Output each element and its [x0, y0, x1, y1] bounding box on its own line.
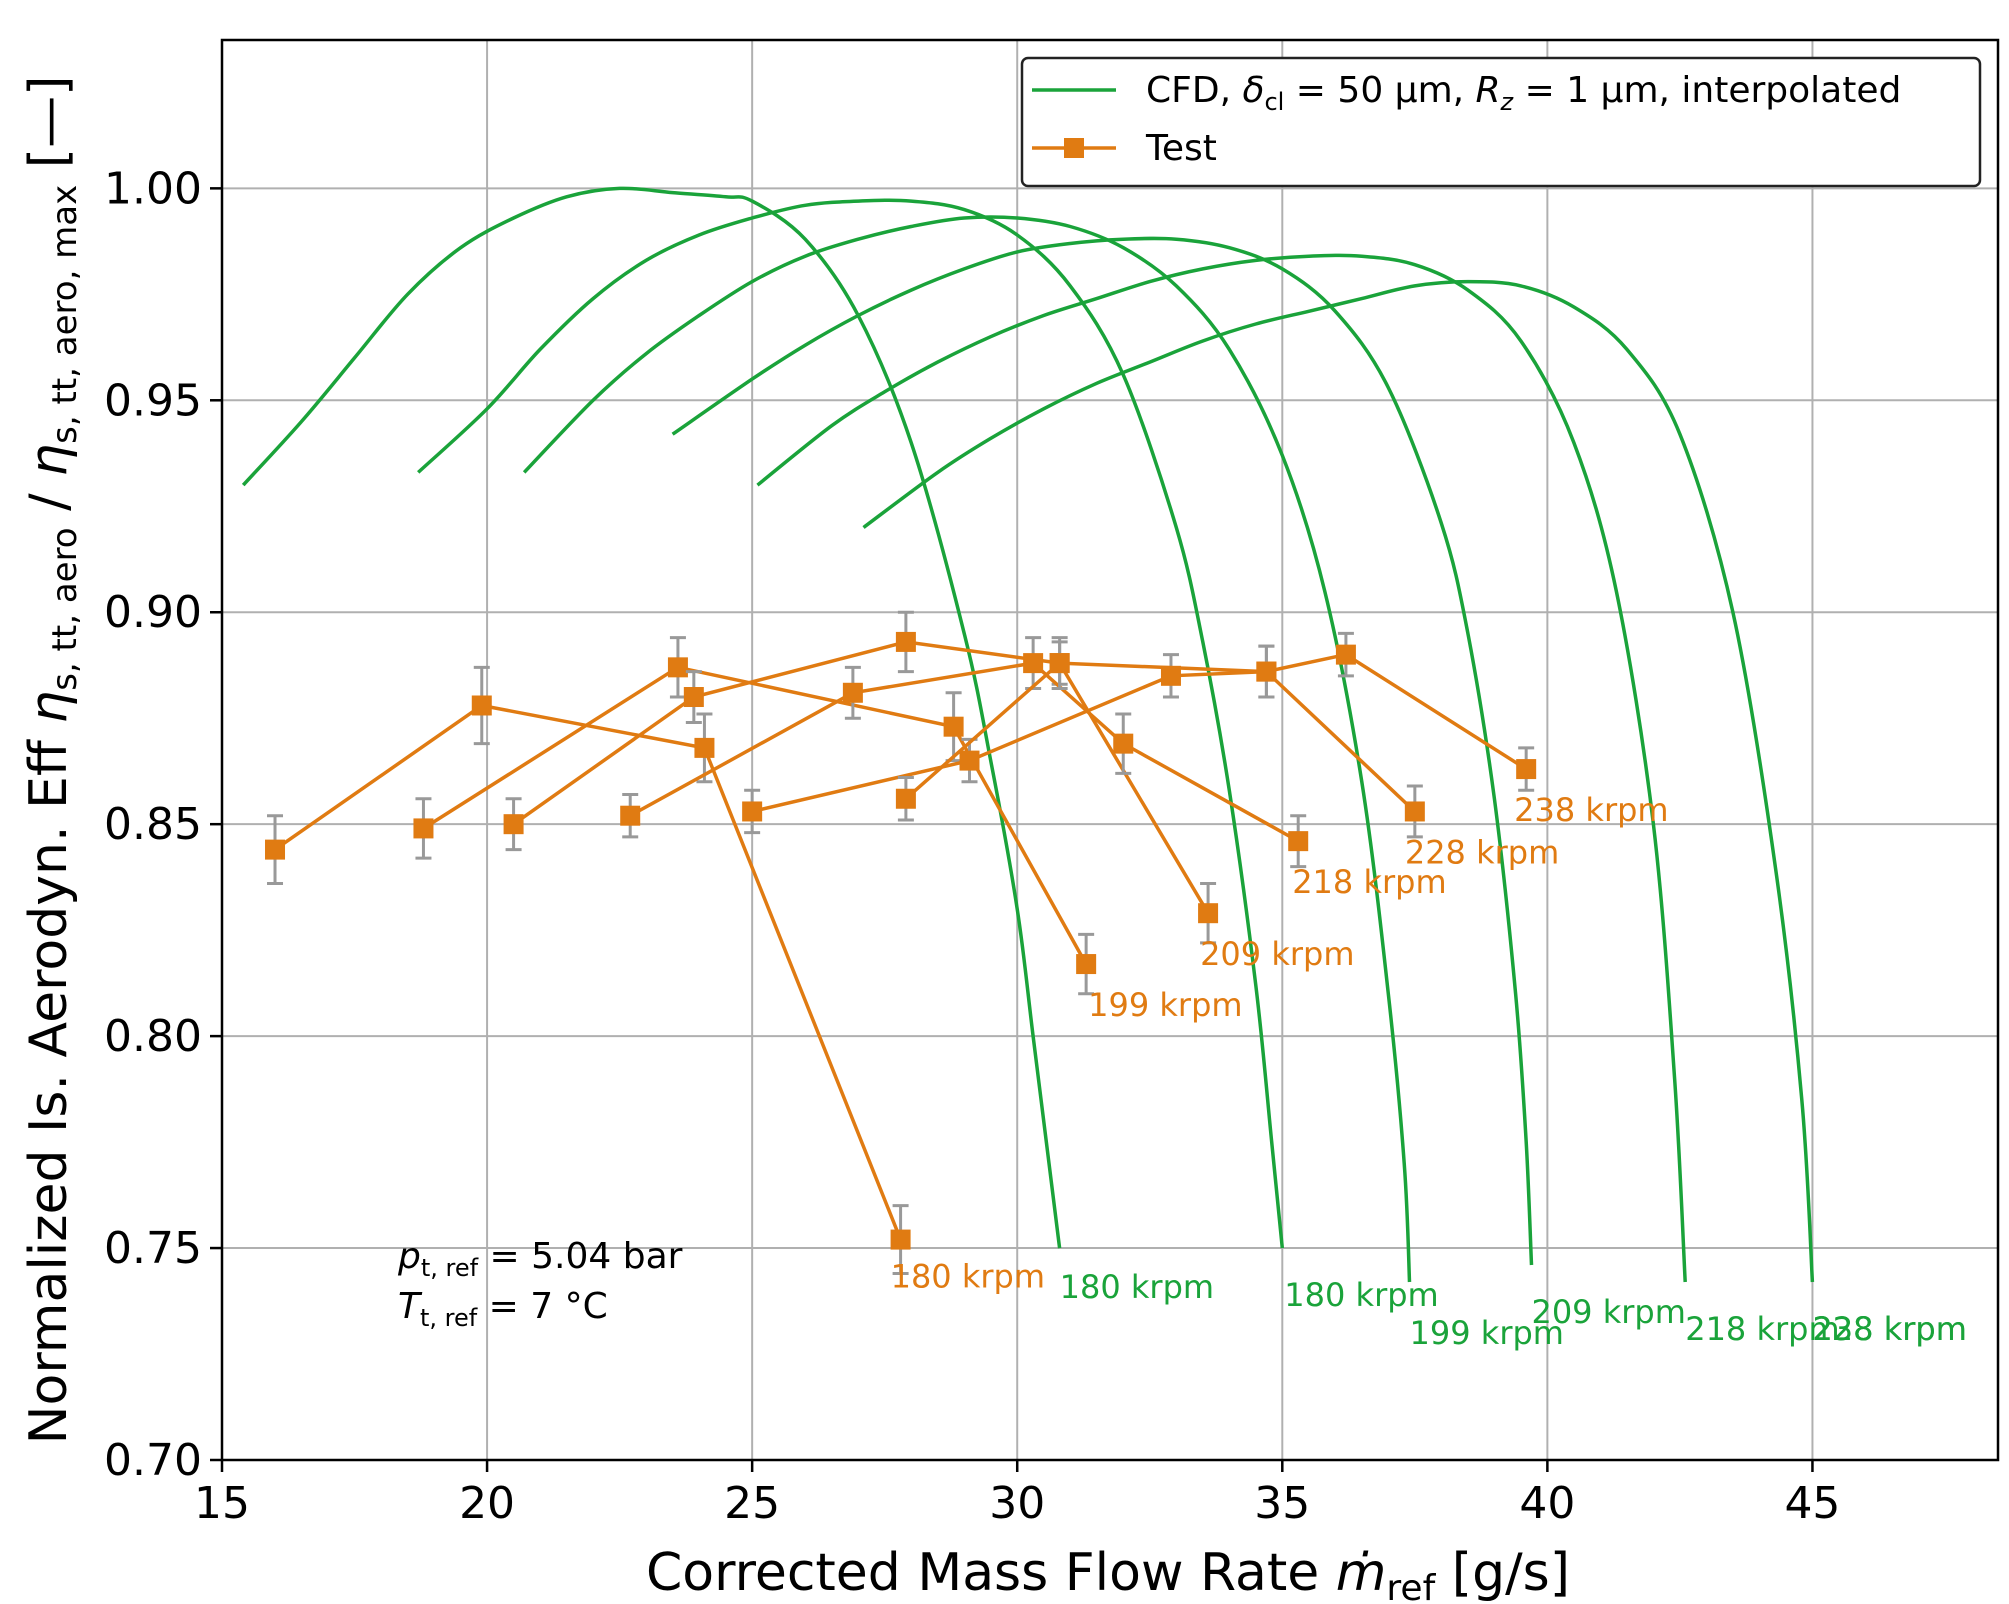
test-point	[1404, 801, 1425, 822]
test-point	[943, 716, 964, 737]
test-point	[890, 1229, 911, 1250]
cfd-label-extra: 238 krpm	[1812, 1310, 1966, 1348]
legend-test-marker	[1064, 138, 1084, 158]
test-point	[667, 657, 688, 678]
x-tick-label: 15	[194, 1478, 250, 1529]
test-line-238-krpm	[904, 652, 1528, 801]
cfd-label: 228 krpm	[1812, 1310, 1966, 1348]
test-point	[1076, 954, 1097, 975]
cfd-curve-209-krpm	[522, 215, 1412, 1283]
test-label: 238 krpm	[1514, 791, 1668, 829]
axis-ticks: 15 20 25 30 35 40 45 0.70 0.75 0.80 0.85 0.90 0.95 1.…	[104, 163, 1840, 1529]
test-point	[694, 737, 715, 758]
test-point	[413, 818, 434, 839]
legend: CFD, δcl = 50 μm, Rz = 1 μm, interpolate…	[1020, 56, 1982, 188]
cfd-series-group	[241, 186, 1815, 1283]
test-point	[1335, 644, 1356, 665]
x-tick-label: 25	[724, 1478, 780, 1529]
y-tick-label: 1.00	[104, 163, 202, 214]
cfd-label: 218 krpm	[1685, 1310, 1839, 1348]
cfd-label: 199 krpm	[1410, 1314, 1564, 1352]
x-tick-label: 35	[1254, 1478, 1310, 1529]
x-tick-label: 40	[1519, 1478, 1575, 1529]
cfd-curve-218-krpm	[671, 236, 1534, 1266]
x-tick-label: 20	[459, 1478, 515, 1529]
cfd-curve-238-krpm	[862, 279, 1815, 1283]
y-tick-label: 0.80	[104, 1011, 202, 1062]
test-point	[1113, 733, 1134, 754]
plot-frame	[220, 38, 2000, 1462]
test-line-199-krpm	[422, 665, 1088, 965]
y-tick-label: 0.85	[104, 799, 202, 850]
test-label: 228 krpm	[1405, 833, 1559, 871]
test-line-180-krpm	[273, 703, 903, 1241]
test-point	[1288, 831, 1309, 852]
cfd-label: 180 krpm	[1284, 1276, 1438, 1314]
test-label: 209 krpm	[1200, 935, 1354, 973]
cfd-curve-228-krpm	[756, 253, 1687, 1283]
cfd-curve-199-krpm	[417, 198, 1285, 1249]
test-point	[683, 687, 704, 708]
y-axis-title: Normalized Is. Aerodyn. Eff ηs, tt, aero…	[19, 76, 85, 1445]
test-point	[620, 805, 641, 826]
test-point	[1160, 665, 1181, 686]
test-point	[471, 695, 492, 716]
test-line-209-krpm	[512, 640, 1210, 915]
test-point	[1198, 903, 1219, 924]
cfd-curve-180-krpm	[241, 186, 1062, 1249]
reference-pressure: pt, ref = 5.04 bar	[397, 1236, 683, 1282]
cfd-label: 180 krpm	[1060, 1268, 1214, 1306]
test-point	[742, 801, 763, 822]
test-point	[895, 788, 916, 809]
test-label: 180 krpm	[891, 1258, 1045, 1296]
test-point	[265, 839, 286, 860]
reference-temperature: Tt, ref = 7 °C	[398, 1286, 608, 1332]
x-axis-title: Corrected Mass Flow Rate ṁref [g/s]	[646, 1543, 1570, 1604]
test-point	[895, 631, 916, 652]
legend-box	[1020, 56, 1982, 188]
test-point	[1023, 653, 1044, 674]
y-tick-label: 0.75	[104, 1223, 202, 1274]
test-point	[1516, 759, 1537, 780]
test-point	[1049, 653, 1070, 674]
test-label: 218 krpm	[1292, 863, 1446, 901]
cfd-label: 209 krpm	[1531, 1293, 1685, 1331]
test-point	[959, 750, 980, 771]
test-point	[1256, 661, 1277, 682]
x-tick-label: 45	[1784, 1478, 1840, 1529]
y-tick-label: 0.90	[104, 587, 202, 638]
legend-cfd-label: CFD, δcl = 50 μm, Rz = 1 μm, interpolate…	[1146, 70, 1901, 116]
test-series-group	[265, 610, 1537, 1275]
x-tick-label: 30	[989, 1478, 1045, 1529]
test-point	[842, 682, 863, 703]
legend-test-label: Test	[1145, 128, 1217, 169]
y-tick-label: 0.95	[104, 375, 202, 426]
test-label: 199 krpm	[1088, 986, 1242, 1024]
y-tick-label: 0.70	[104, 1435, 202, 1486]
test-point	[503, 814, 524, 835]
